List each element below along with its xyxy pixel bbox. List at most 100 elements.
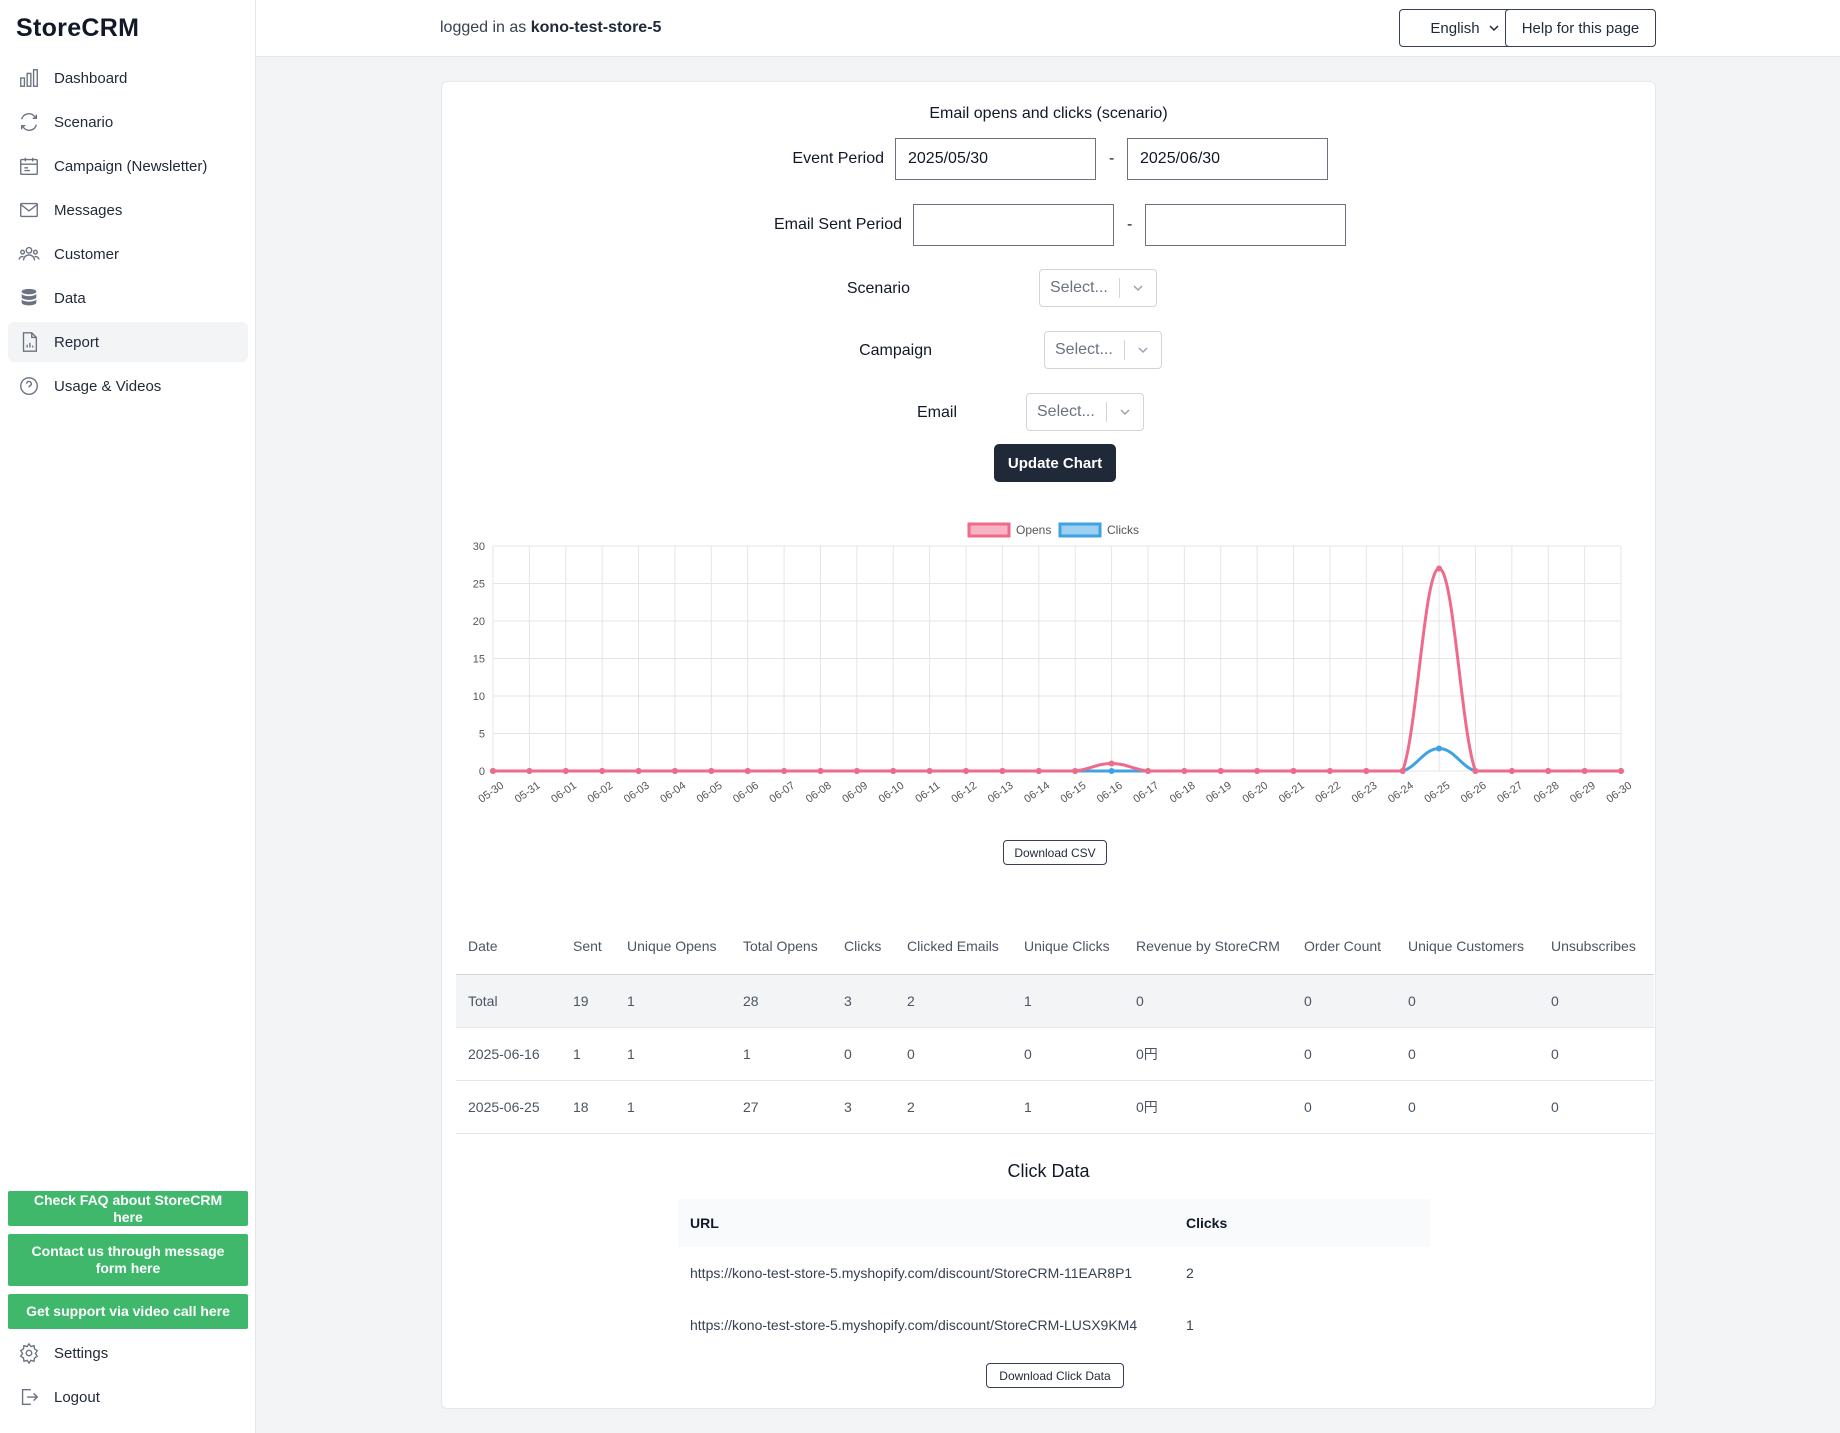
data-point-opens <box>708 768 715 774</box>
x-tick-label: 06-25 <box>1422 780 1452 802</box>
x-tick-label: 06-02 <box>585 780 615 802</box>
faq-link-button[interactable]: Check FAQ about StoreCRM here <box>8 1191 248 1226</box>
logged-in-prefix: logged in as <box>440 19 527 36</box>
data-point-opens <box>1181 768 1188 774</box>
event-end-input[interactable]: 2025/06/30 <box>1127 138 1328 180</box>
event-period-label: Event Period <box>792 150 884 167</box>
col-order-count: Order Count <box>1292 919 1396 975</box>
x-tick-label: 06-17 <box>1131 780 1161 802</box>
scenario-select[interactable]: Select... <box>1039 269 1157 307</box>
sidebar-item-label: Campaign (Newsletter) <box>54 157 208 175</box>
event-start-input[interactable]: 2025/05/30 <box>895 138 1096 180</box>
data-point-opens <box>599 768 606 774</box>
table-cell: 18 <box>561 1080 615 1134</box>
col-date: Date <box>456 919 561 975</box>
table-cell: 0 <box>1292 1027 1396 1081</box>
data-point-opens <box>671 768 678 774</box>
sidebar-item-label: Dashboard <box>54 69 128 87</box>
select-separator <box>1119 278 1120 298</box>
table-cell: 1 <box>615 1027 731 1081</box>
sidebar-item-label: Data <box>54 289 86 307</box>
table-row: 2025-06-16 1 1 1 0 0 0 0円 0 0 0 <box>456 1027 1654 1081</box>
data-point-opens <box>562 768 569 774</box>
campaign-select[interactable]: Select... <box>1044 331 1162 369</box>
table-cell: 19 <box>561 974 615 1028</box>
x-tick-label: 06-18 <box>1168 780 1198 802</box>
stats-header-row: Date Sent Unique Opens Total Opens Click… <box>456 919 1654 975</box>
col-total-opens: Total Opens <box>731 919 832 975</box>
data-point-opens <box>853 768 860 774</box>
contact-form-link-button[interactable]: Contact us through message form here <box>8 1234 248 1286</box>
sent-start-input[interactable] <box>913 204 1114 246</box>
table-cell: 0 <box>1539 974 1654 1028</box>
x-tick-label: 06-09 <box>840 780 870 802</box>
col-url: URL <box>678 1199 1174 1247</box>
col-revenue: Revenue by StoreCRM <box>1124 919 1292 975</box>
table-cell: 1 <box>615 974 731 1028</box>
x-tick-label: 06-06 <box>731 780 761 802</box>
table-row: https://kono-test-store-5.myshopify.com/… <box>678 1299 1430 1351</box>
video-support-link-button[interactable]: Get support via video call here <box>8 1294 248 1329</box>
col-clicked-emails: Clicked Emails <box>895 919 1012 975</box>
campaign-label: Campaign <box>859 342 932 359</box>
table-cell: 0 <box>1396 1027 1539 1081</box>
table-cell: 0 <box>1292 1080 1396 1134</box>
url-cell: https://kono-test-store-5.myshopify.com/… <box>690 1265 1133 1281</box>
envelope-icon <box>20 202 38 218</box>
language-value: English <box>1430 19 1480 37</box>
sidebar-item-usage-videos[interactable]: Usage & Videos <box>8 366 248 406</box>
sidebar-item-label: Usage & Videos <box>54 377 162 395</box>
sidebar-item-logout[interactable]: Logout <box>8 1377 248 1417</box>
x-tick-label: 06-23 <box>1350 780 1380 802</box>
question-circle-icon <box>20 377 38 395</box>
update-chart-button[interactable]: Update Chart <box>994 444 1116 482</box>
help-page-button[interactable]: Help for this page <box>1505 9 1656 47</box>
legend-label-clicks: Clicks <box>1107 523 1139 537</box>
data-point-opens <box>926 768 933 774</box>
sidebar-item-messages[interactable]: Messages <box>8 190 248 230</box>
sent-end-input[interactable] <box>1145 204 1346 246</box>
download-csv-button[interactable]: Download CSV <box>1003 840 1107 865</box>
sidebar-item-report[interactable]: Report <box>8 322 248 362</box>
y-tick-label: 25 <box>473 579 485 591</box>
email-label: Email <box>916 404 957 421</box>
y-tick-label: 10 <box>473 691 485 703</box>
data-point-opens <box>963 768 970 774</box>
data-point-opens <box>1254 768 1261 774</box>
x-tick-label: 06-12 <box>949 780 979 802</box>
y-tick-label: 30 <box>473 541 485 553</box>
x-tick-label: 06-22 <box>1313 780 1343 802</box>
x-tick-label: 06-30 <box>1604 780 1634 802</box>
table-cell: 0 <box>895 1027 1012 1081</box>
download-click-data-button[interactable]: Download Click Data <box>986 1363 1124 1388</box>
table-cell: 2 <box>895 1080 1012 1134</box>
col-clicks: Clicks <box>1174 1199 1430 1247</box>
table-cell: 2025-06-16 <box>456 1027 561 1081</box>
y-tick-label: 20 <box>473 616 485 628</box>
brand-logo[interactable]: StoreCRM <box>16 14 140 42</box>
click-header-row: URL Clicks <box>678 1199 1430 1247</box>
sidebar-item-settings[interactable]: Settings <box>8 1333 248 1373</box>
x-tick-label: 06-24 <box>1386 780 1416 802</box>
x-tick-label: 06-01 <box>549 780 579 802</box>
x-tick-label: 06-04 <box>658 780 688 802</box>
top-header: logged in as kono-test-store-5 English H… <box>256 0 1840 57</box>
email-select[interactable]: Select... <box>1026 393 1144 431</box>
sidebar-item-campaign[interactable]: Campaign (Newsletter) <box>8 146 248 186</box>
gear-icon <box>19 1342 39 1364</box>
sidebar-item-dashboard[interactable]: Dashboard <box>8 58 248 98</box>
col-unique-customers: Unique Customers <box>1396 919 1539 975</box>
sidebar-item-data[interactable]: Data <box>8 278 248 318</box>
table-cell: 27 <box>731 1080 832 1134</box>
sidebar-item-customer[interactable]: Customer <box>8 234 248 274</box>
sidebar-item-scenario[interactable]: Scenario <box>8 102 248 142</box>
table-cell: 3 <box>832 974 895 1028</box>
y-tick-label: 0 <box>479 766 485 778</box>
calendar-icon <box>20 157 38 175</box>
data-point-opens <box>1581 768 1588 774</box>
chevron-down-icon <box>1107 405 1143 419</box>
col-unsubscribes: Unsubscribes <box>1539 919 1654 975</box>
table-cell: 1 <box>731 1027 832 1081</box>
data-point-opens <box>999 768 1006 774</box>
x-tick-label: 06-07 <box>767 780 797 802</box>
